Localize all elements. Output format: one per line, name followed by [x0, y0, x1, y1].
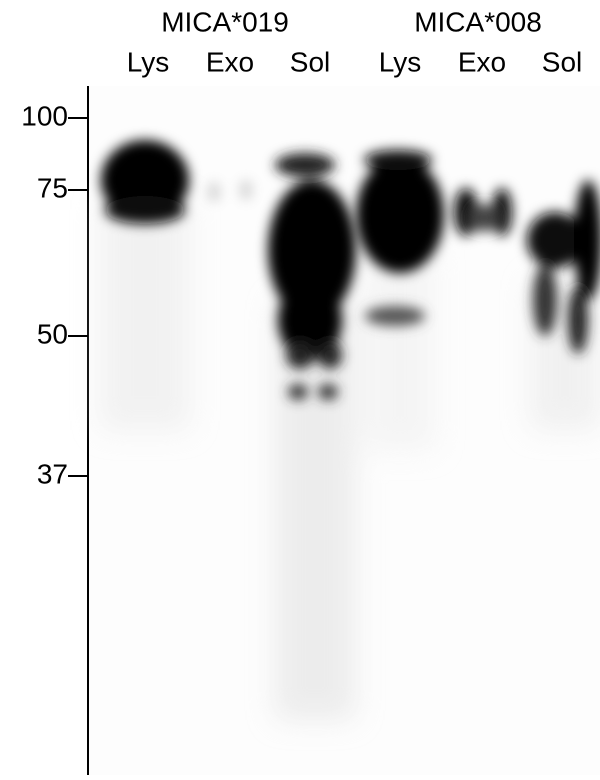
group-label: MICA*019 [161, 6, 289, 37]
marker-label: 50 [37, 318, 68, 349]
lane-label: Sol [542, 46, 582, 77]
marker-label: 100 [21, 100, 68, 131]
lane-label: Exo [458, 46, 506, 77]
marker-axis: 100 75 50 37 [21, 100, 88, 489]
lane-label: Lys [127, 46, 170, 77]
membrane [87, 86, 600, 775]
marker-label: 37 [37, 458, 68, 489]
lane-label: Lys [379, 46, 422, 77]
lane-label: Sol [290, 46, 330, 77]
group-label: MICA*008 [414, 6, 542, 37]
lane-label: Exo [206, 46, 254, 77]
marker-label: 75 [37, 172, 68, 203]
